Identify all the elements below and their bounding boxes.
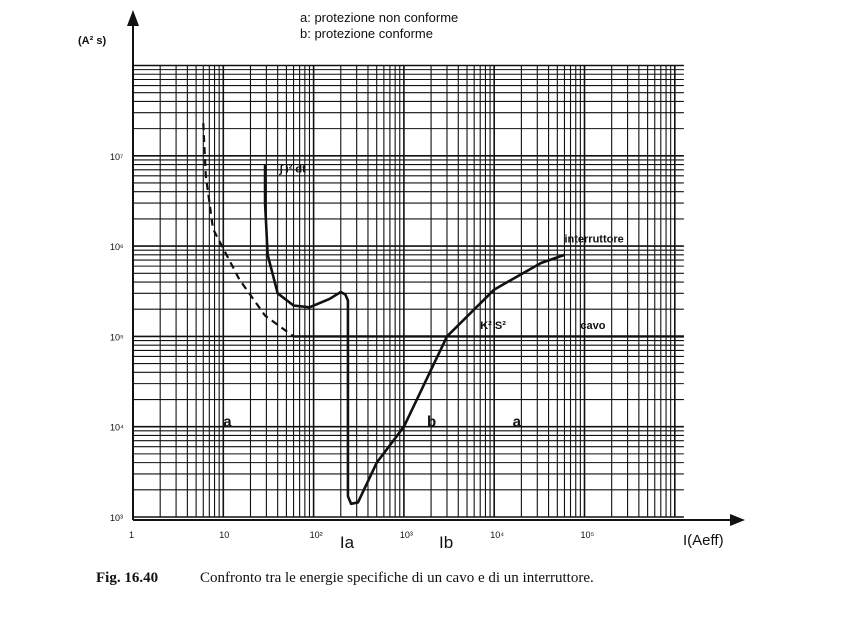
caption-fig: Fig. 16.40	[96, 570, 158, 586]
x-tick-label: 10⁴	[490, 530, 504, 540]
x-tick-label: 10⁵	[581, 530, 595, 540]
annotation-label: a	[223, 414, 232, 431]
marker-Ib: Ib	[439, 533, 453, 552]
x-tick-label: 10	[219, 530, 229, 540]
x-axis-arrow	[730, 514, 745, 526]
caption-text: Confronto tra le energie specifiche di u…	[200, 570, 594, 586]
marker-Ia: Ia	[340, 533, 355, 552]
y-axis-label: (A² s)	[78, 35, 106, 47]
cavo-curve-dashed	[202, 123, 295, 338]
legend-a: a: protezione non conforme	[300, 10, 458, 25]
annotation-label: K² S²	[480, 320, 506, 332]
y-tick-label: 10⁴	[110, 423, 124, 433]
axes	[127, 10, 745, 526]
y-tick-label: 10³	[110, 513, 123, 523]
interruttore-curve	[263, 164, 565, 506]
annotation-label: cavo	[580, 320, 605, 332]
annotation-label: a	[513, 414, 522, 431]
x-tick-label: 1	[129, 530, 134, 540]
x-tick-label: 10²	[310, 530, 323, 540]
y-axis-arrow	[127, 10, 139, 26]
x-axis-label: I(Aeff)	[683, 532, 724, 549]
annotation-label: interruttore	[564, 233, 623, 245]
y-tick-label: 10⁶	[110, 242, 124, 252]
y-tick-label: 10⁷	[110, 152, 123, 162]
annotation-label: b	[427, 414, 436, 431]
legend-b: b: protezione conforme	[300, 26, 433, 41]
x-tick-label: 10³	[400, 530, 413, 540]
annotation-label: ∫ i² dt	[279, 164, 307, 176]
curves	[202, 123, 684, 506]
y-tick-label: 10⁵	[110, 332, 124, 342]
grid	[132, 64, 684, 518]
